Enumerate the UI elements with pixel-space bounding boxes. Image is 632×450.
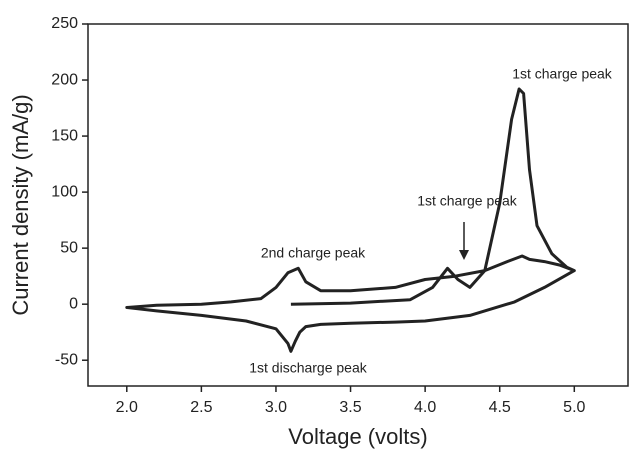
x-tick-label: 2.0 <box>116 399 138 416</box>
y-tick-label: -50 <box>55 351 78 368</box>
x-tick-label: 4.5 <box>489 399 511 416</box>
y-tick-label: 150 <box>51 127 78 144</box>
x-tick-label: 2.5 <box>190 399 212 416</box>
y-tick-label: 100 <box>51 183 78 200</box>
x-tick-label: 3.5 <box>339 399 361 416</box>
plot-frame <box>87 23 629 387</box>
annotation: 1st discharge peak <box>249 360 368 376</box>
annotation: 2nd charge peak <box>261 245 366 261</box>
annotation: 1st charge peak <box>512 66 613 82</box>
y-tick-label: 0 <box>69 295 78 312</box>
y-axis-label: Current density (mA/g) <box>8 94 33 315</box>
y-tick-label: 200 <box>51 71 78 88</box>
data-line <box>125 87 576 353</box>
x-tick-label: 4.0 <box>414 399 436 416</box>
x-tick-label: 3.0 <box>265 399 287 416</box>
y-tick-label: 250 <box>51 15 78 32</box>
x-tick-label: 5.0 <box>563 399 585 416</box>
annotation: 1st charge peak <box>417 193 518 209</box>
arrow-head <box>459 250 469 260</box>
x-axis-label: Voltage (volts) <box>288 424 427 449</box>
y-tick-label: 50 <box>60 239 78 256</box>
